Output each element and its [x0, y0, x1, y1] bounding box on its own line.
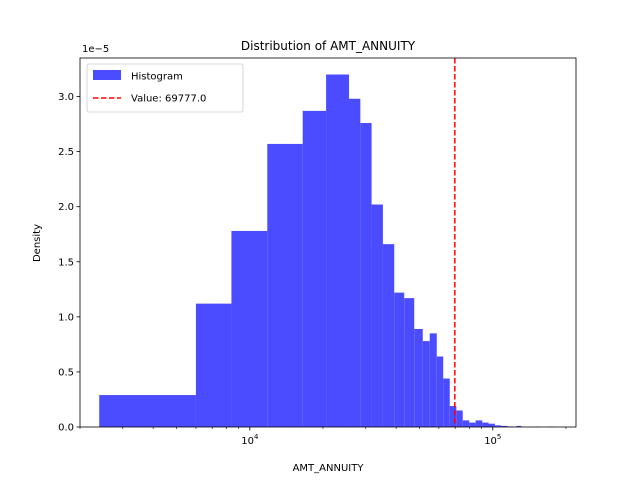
histogram-bar	[436, 356, 444, 427]
histogram-bar	[500, 425, 508, 427]
y-tick-label: 1.0	[58, 312, 74, 323]
histogram-bar	[394, 292, 405, 427]
axis-ticks: 0.0 0.5 1.0 1.5 2.0 2.5 3.0 104 105	[58, 92, 567, 447]
histogram-bar	[462, 420, 470, 427]
legend-box	[86, 63, 244, 113]
histogram-bar	[99, 395, 196, 427]
histogram-bar	[326, 74, 350, 428]
histogram-bar	[422, 341, 430, 427]
histogram-bar	[429, 333, 437, 427]
histogram-bar	[475, 420, 483, 427]
legend: Histogram Value: 69777.0	[86, 63, 244, 113]
histogram-bar	[231, 230, 268, 427]
histogram-bar	[469, 422, 476, 427]
histogram-bars	[99, 74, 555, 428]
histogram-bar	[349, 98, 361, 427]
histogram-bar	[482, 422, 489, 427]
y-offset-label: 1e−5	[82, 44, 109, 55]
x-axis-label: AMT_ANNUITY	[293, 463, 365, 474]
y-tick-label: 0.5	[58, 367, 74, 378]
histogram-bar	[267, 143, 303, 428]
legend-histogram-label: Histogram	[131, 72, 183, 83]
histogram-bar	[456, 410, 463, 427]
histogram-bar	[382, 244, 395, 427]
y-tick-label: 1.5	[58, 257, 74, 268]
histogram-bar	[371, 204, 383, 427]
histogram-bar	[360, 122, 372, 428]
histogram-bar	[494, 425, 501, 427]
histogram-bar	[404, 298, 415, 427]
chart-title: Distribution of AMT_ANNUITY	[241, 39, 416, 53]
histogram-bar	[449, 406, 457, 427]
histogram-bar	[195, 303, 232, 427]
y-tick-label: 2.5	[58, 147, 74, 158]
legend-histogram-swatch	[93, 70, 121, 80]
y-tick-label: 0.0	[58, 423, 74, 434]
histogram-bar	[488, 423, 495, 427]
histogram-bar	[414, 328, 423, 427]
y-axis-label: Density	[32, 224, 43, 262]
histogram-bar	[516, 425, 522, 427]
y-tick-label: 3.0	[58, 92, 74, 103]
histogram-bar	[302, 110, 327, 428]
x-tick-label: 105	[484, 433, 501, 447]
plot-frame	[79, 57, 577, 428]
y-tick-label: 2.0	[58, 202, 74, 213]
x-tick-label: 104	[241, 433, 259, 447]
histogram-bar	[443, 378, 450, 427]
legend-value-label: Value: 69777.0	[131, 94, 206, 105]
